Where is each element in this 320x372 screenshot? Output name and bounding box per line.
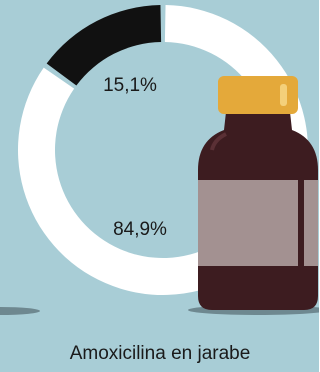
value-label: 84,9% xyxy=(113,219,167,240)
chart-title: Amoxicilina en jarabe xyxy=(70,343,251,364)
shadow xyxy=(0,307,40,315)
donut-segment xyxy=(47,5,161,86)
bottle-label-edge xyxy=(298,180,304,266)
chart: Amoxicilina en jarabe 15,1% 84,9% xyxy=(0,0,319,372)
value-label: 15,1% xyxy=(103,75,157,96)
cap-highlight xyxy=(280,84,287,106)
